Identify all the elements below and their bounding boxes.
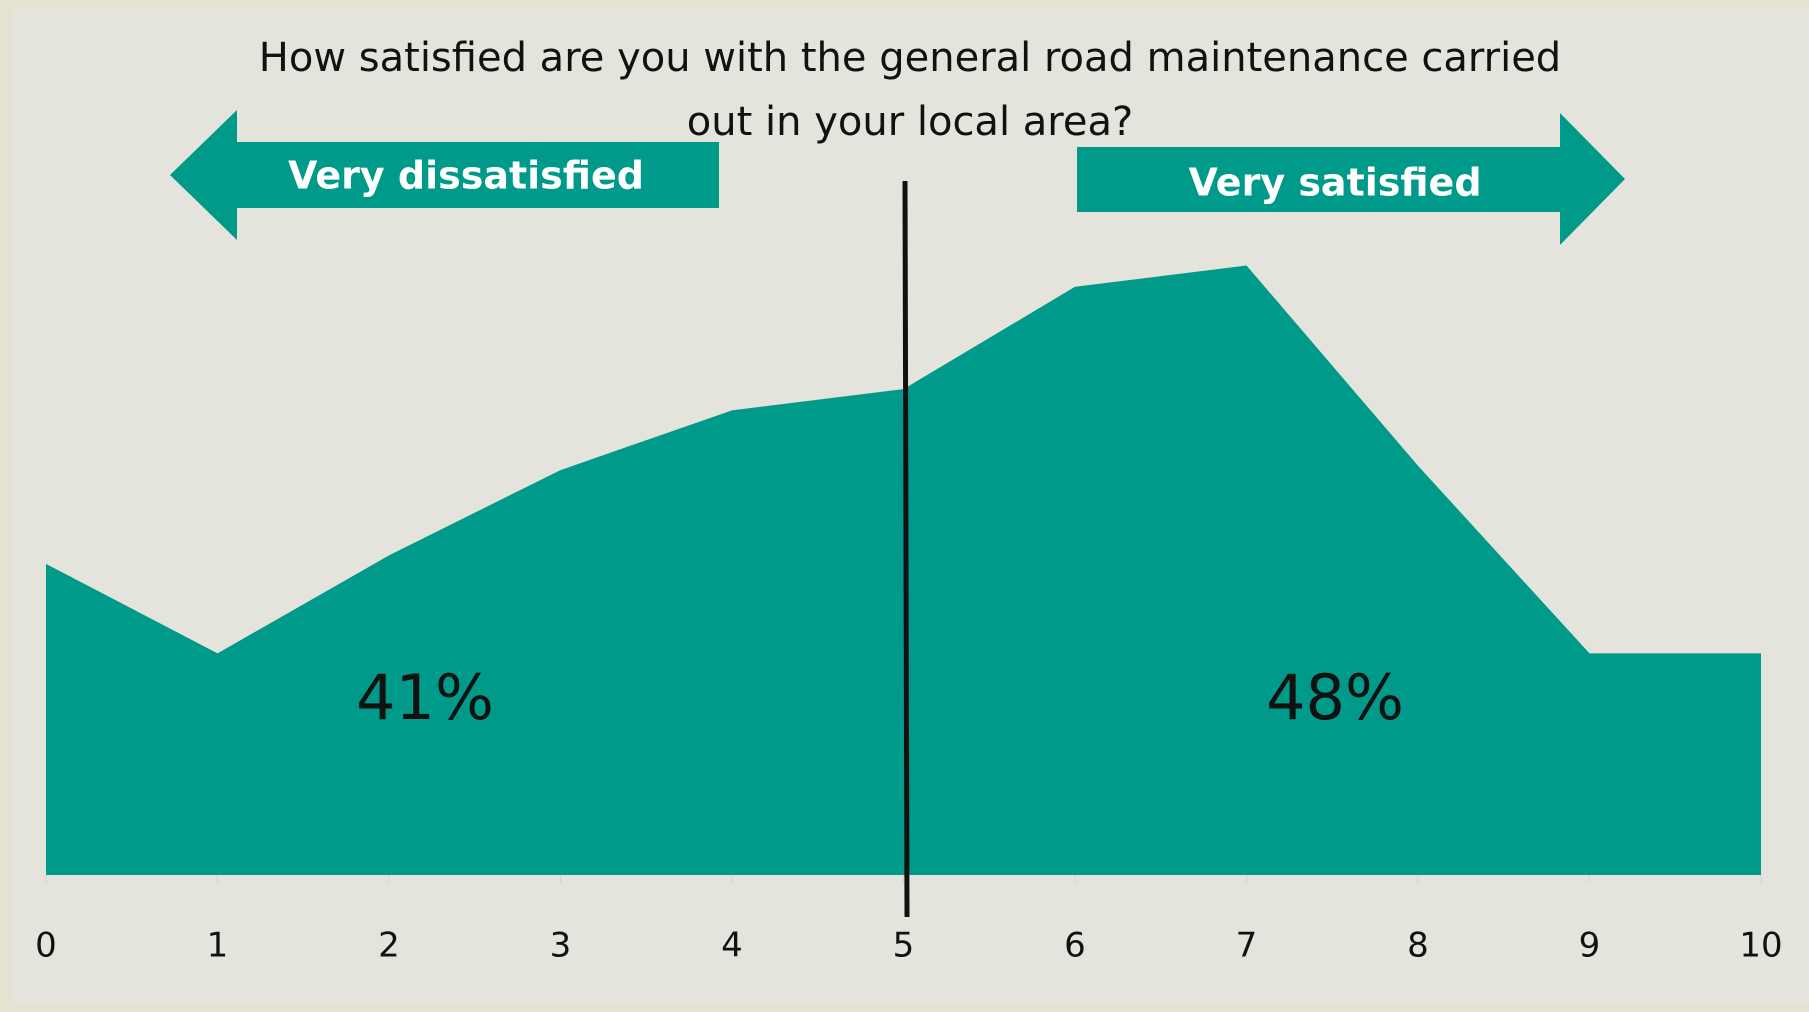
left-arrow	[170, 110, 719, 240]
divider-line	[902, 180, 910, 918]
share-label: 41%	[356, 661, 494, 734]
x-tick-label: 10	[1739, 926, 1782, 966]
chart-title: How satisfied are you with the general r…	[258, 35, 1562, 145]
x-tick-label: 6	[1064, 926, 1086, 966]
arrow-label: Very satisfied	[1188, 161, 1481, 205]
area	[46, 265, 1761, 875]
x-tick-label: 5	[893, 926, 915, 966]
x-tick-label: 9	[1579, 926, 1601, 966]
x-tick-label: 3	[550, 926, 572, 966]
x-tick-label: 2	[378, 926, 400, 966]
x-tick-label: 7	[1236, 926, 1258, 966]
x-tick-label: 4	[721, 926, 743, 966]
plot	[46, 265, 1761, 875]
arrow-label: Very dissatisfied	[288, 154, 644, 198]
share-label: 48%	[1266, 661, 1404, 734]
x-tick-label: 0	[35, 926, 57, 966]
right-arrow	[1077, 113, 1625, 245]
x-tick-label: 1	[207, 926, 229, 966]
x-tick-label: 8	[1407, 926, 1429, 966]
